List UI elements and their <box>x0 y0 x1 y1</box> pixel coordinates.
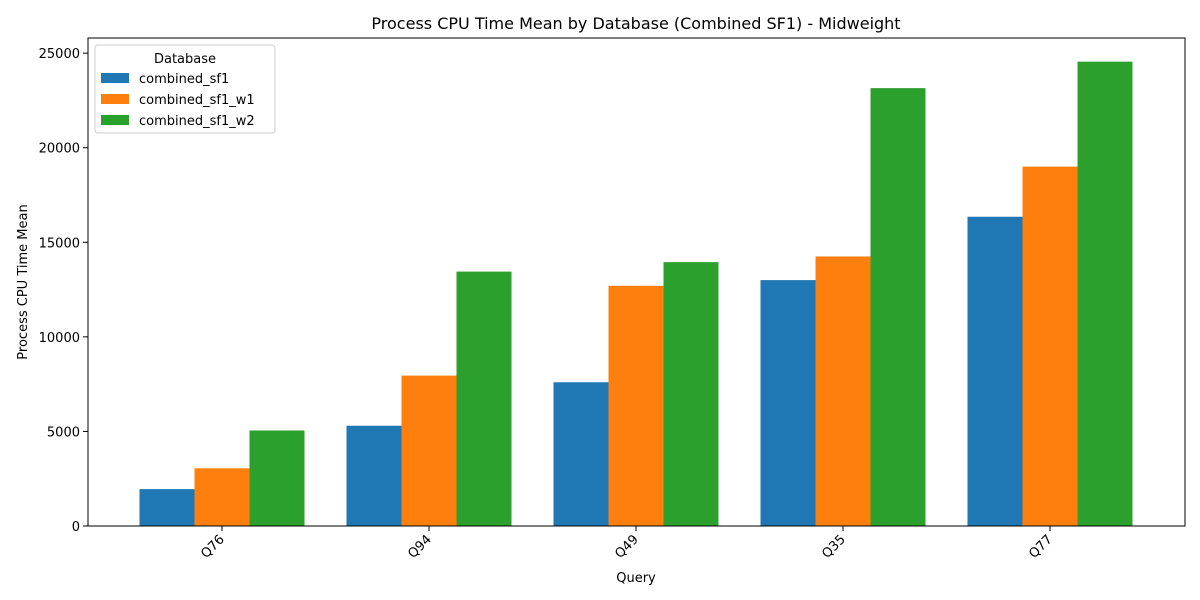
chart-title: Process CPU Time Mean by Database (Combi… <box>371 14 900 33</box>
y-tick-label: 15000 <box>39 236 80 251</box>
bar-q76-combined-sf1-w1 <box>194 468 250 526</box>
y-tick-label: 0 <box>72 520 80 535</box>
bar-q35-combined-sf1 <box>760 280 816 526</box>
y-axis-label: Process CPU Time Mean <box>16 204 31 359</box>
x-tick-label: Q76 <box>198 532 228 562</box>
bar-q94-combined-sf1-w1 <box>401 375 457 526</box>
bar-q76-combined-sf1-w2 <box>249 430 305 526</box>
bar-q94-combined-sf1 <box>346 425 402 526</box>
legend-label: combined_sf1_w2 <box>139 114 255 129</box>
x-ticks-group: Q76 Q94 Q49 Q35 Q77 <box>198 526 1056 562</box>
bar-q35-combined-sf1-w2 <box>870 88 926 527</box>
bar-q77-combined-sf1 <box>967 216 1023 526</box>
y-tick-label: 25000 <box>39 47 80 62</box>
bar-q49-combined-sf1 <box>553 382 609 526</box>
legend-label: combined_sf1_w1 <box>139 93 255 108</box>
y-tick-label: 5000 <box>47 425 80 440</box>
legend: Database combined_sf1 combined_sf1_w1combi… <box>94 44 276 134</box>
x-tick-label: Q94 <box>405 532 435 562</box>
bar-q49-combined-sf1-w1 <box>608 285 664 526</box>
bar-q35-combined-sf1-w1 <box>815 256 871 526</box>
legend-title: Database <box>154 52 216 67</box>
x-axis-label: Query <box>616 571 656 586</box>
legend-swatch-combined-sf1-w2 <box>101 115 129 125</box>
bar-q77-combined-sf1-w2 <box>1077 61 1133 527</box>
bars-group <box>139 61 1133 527</box>
y-tick-label: 20000 <box>39 142 80 157</box>
bar-q94-combined-sf1-w2 <box>456 271 512 526</box>
y-ticks-group: 0 5000 10000 15000 20000 25000 <box>39 47 88 535</box>
legend-label: combined_sf1 <box>139 72 229 87</box>
x-tick-label: Q49 <box>612 532 642 562</box>
x-tick-label: Q77 <box>1026 532 1056 562</box>
y-tick-label: 10000 <box>39 331 80 346</box>
legend-box <box>94 44 276 134</box>
plot-frame <box>87 37 1186 527</box>
bar-q77-combined-sf1-w1 <box>1022 166 1078 526</box>
bar-q49-combined-sf1-w2 <box>663 262 719 526</box>
x-tick-label: Q35 <box>819 532 849 562</box>
bar-q76-combined-sf1 <box>139 489 195 526</box>
legend-swatch-combined-sf1-w1 <box>101 94 129 104</box>
legend-swatch-combined-sf1 <box>101 73 129 83</box>
